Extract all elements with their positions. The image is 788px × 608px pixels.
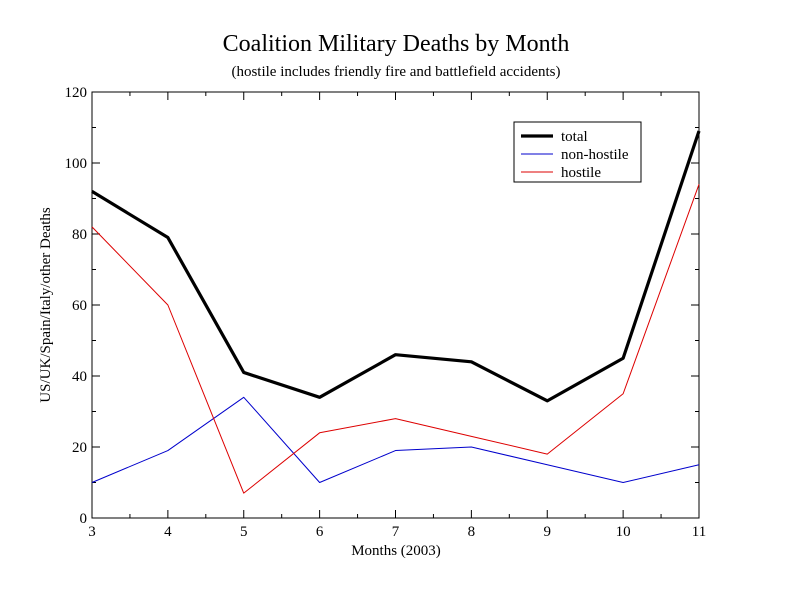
- y-tick-label: 80: [72, 227, 87, 243]
- legend-label-non-hostile: non-hostile: [561, 147, 629, 163]
- y-tick-label: 20: [72, 440, 87, 456]
- tick-labels: 3 4 5 6 7 8 9 10 11 0 20 40 60 80 100 120: [65, 85, 707, 540]
- series-line-non-hostile: [91, 396, 700, 483]
- x-axis-label: Months (2003): [351, 543, 441, 559]
- chart-title: Coalition Military Deaths by Month: [223, 31, 570, 57]
- series-line-hostile: [91, 184, 700, 494]
- y-tick-label: 0: [80, 511, 88, 527]
- legend-entries: total non-hostile hostile: [521, 129, 629, 181]
- y-tick-label: 40: [72, 369, 87, 385]
- x-tick-label: 8: [468, 524, 476, 540]
- y-tick-label: 100: [65, 156, 88, 172]
- x-tick-label: 6: [316, 524, 324, 540]
- x-tick-label: 11: [692, 524, 706, 540]
- x-tick-label: 3: [88, 524, 96, 540]
- x-tick-label: 10: [616, 524, 631, 540]
- y-tick-label: 120: [65, 85, 88, 101]
- series-line-total: [91, 130, 701, 403]
- legend: total non-hostile hostile: [513, 121, 642, 183]
- x-tick-label: 4: [164, 524, 172, 540]
- y-tick-label: 60: [72, 298, 87, 314]
- x-tick-label: 7: [392, 524, 400, 540]
- axis-ticks: [91, 91, 700, 519]
- chart-subtitle: (hostile includes friendly fire and batt…: [231, 64, 560, 80]
- y-axis-label: US/UK/Spain/Italy/other Deaths: [38, 207, 54, 403]
- legend-label-hostile: hostile: [561, 165, 601, 181]
- x-tick-label: 9: [544, 524, 552, 540]
- x-tick-label: 5: [240, 524, 248, 540]
- series-lines: [91, 130, 701, 494]
- legend-label-total: total: [561, 129, 588, 145]
